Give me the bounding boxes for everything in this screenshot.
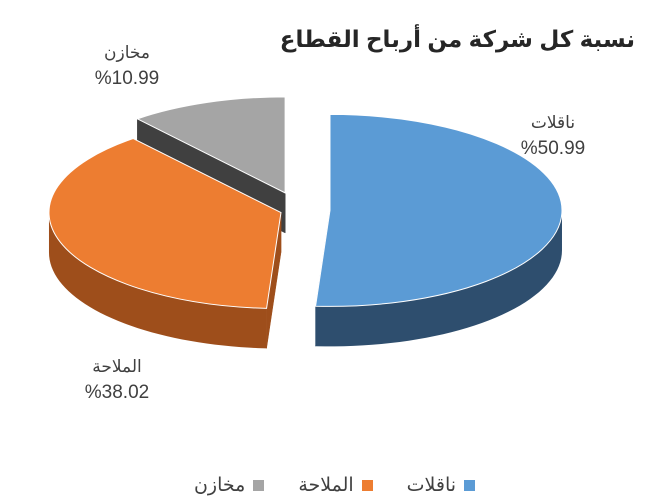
data-label-storage: مخازن %10.99 [72, 40, 182, 92]
legend: ناقلات الملاحة مخازن [0, 472, 669, 498]
legend-label: مخازن [193, 474, 246, 496]
slice-storage [136, 96, 286, 194]
data-label-name: الملاحة [92, 357, 142, 376]
data-label-value: %10.99 [94, 68, 160, 89]
data-label-value: %50.99 [520, 138, 586, 159]
legend-label: الملاحة [298, 474, 354, 496]
slice-tankers [314, 113, 563, 307]
slice-shipping [48, 138, 282, 309]
legend-swatch [464, 479, 476, 491]
data-label-name: ناقلات [530, 113, 576, 132]
data-label-value: %38.02 [84, 382, 150, 403]
chart-title: نسبة كل شركة من أرباح القطاع [279, 26, 635, 52]
legend-item-tankers: ناقلات [406, 474, 476, 497]
legend-item-storage: مخازن [193, 474, 265, 497]
legend-swatch [361, 479, 373, 491]
legend-item-shipping: الملاحة [298, 474, 373, 497]
legend-label: ناقلات [406, 474, 457, 496]
legend-swatch [253, 479, 265, 491]
data-label-name: مخازن [104, 43, 150, 62]
data-label-shipping: الملاحة %38.02 [62, 354, 172, 406]
data-label-tankers: ناقلات %50.99 [498, 110, 608, 162]
